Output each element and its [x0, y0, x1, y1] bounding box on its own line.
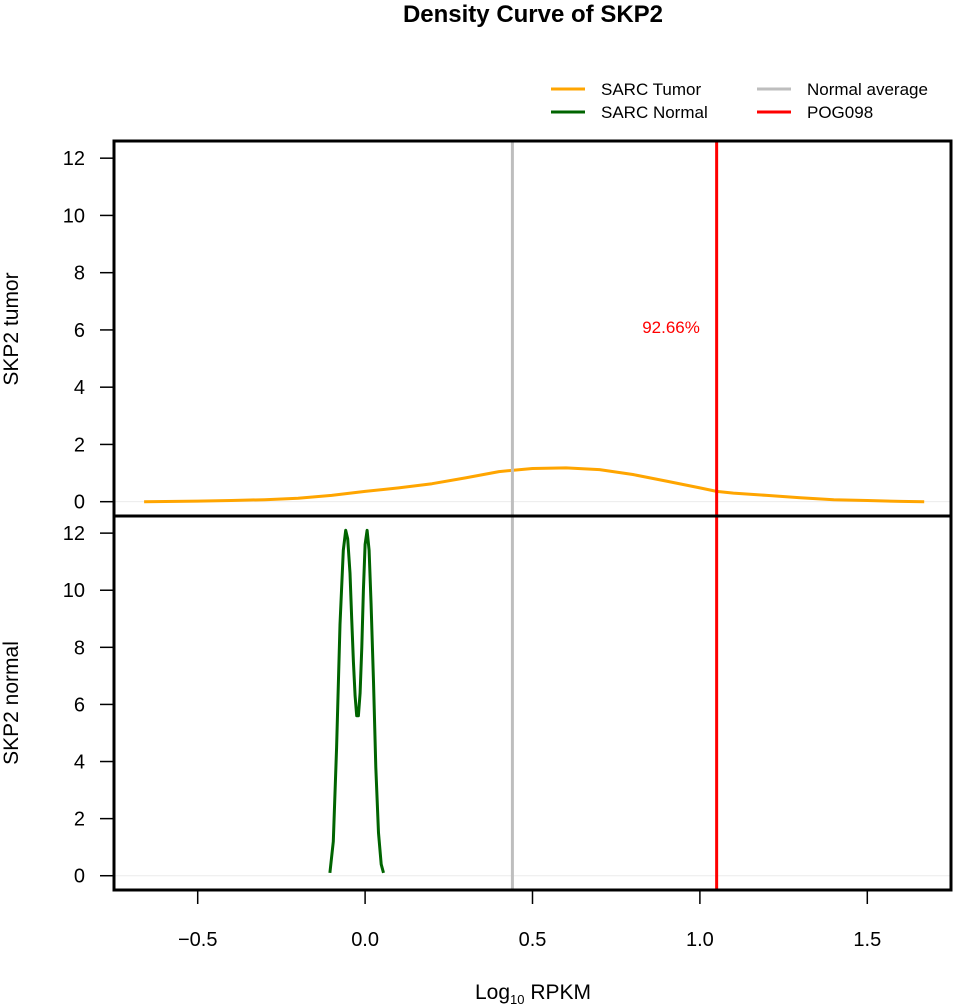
legend-label-sarc-tumor: SARC Tumor [601, 80, 701, 99]
y-tick-label-tumor: 10 [63, 205, 85, 227]
x-tick-label: 0.0 [351, 929, 379, 951]
y-tick-label-tumor: 0 [74, 492, 85, 514]
panel-frame-tumor [112, 139, 953, 518]
x-tick-label: −0.5 [178, 929, 217, 951]
y-tick-label-tumor: 6 [74, 320, 85, 342]
y-tick-label-normal: 12 [63, 523, 85, 545]
y-tick-label-tumor: 2 [74, 434, 85, 456]
y-tick-label-tumor: 12 [63, 148, 85, 170]
density-curve-tumor [144, 466, 925, 504]
legend: SARC Tumor SARC Normal Normal average PO… [551, 80, 928, 122]
y-tick-label-tumor: 4 [74, 377, 85, 399]
density-curve-normal [328, 528, 385, 874]
y-tick-label-normal: 0 [74, 866, 85, 888]
x-tick-label: 1.5 [853, 929, 881, 951]
x-tick-label: 0.5 [519, 929, 547, 951]
y-axis-label-tumor: SKP2 tumor [0, 272, 23, 385]
legend-label-sarc-normal: SARC Normal [601, 103, 708, 122]
percentile-annotation: 92.66% [642, 318, 700, 337]
legend-label-pog098: POG098 [807, 103, 873, 122]
y-axis-label-normal: SKP2 normal [0, 641, 23, 765]
x-tick-label: 1.0 [686, 929, 714, 951]
panel-frame-normal [112, 514, 953, 892]
chart-title: Density Curve of SKP2 [403, 1, 663, 28]
y-tick-label-normal: 6 [74, 694, 85, 716]
panel-normal: 0 2 4 6 8 10 12 [63, 523, 951, 888]
panel-tumor: 0 2 4 6 8 10 12 [63, 148, 951, 514]
x-axis-label: Log10 RPKM [475, 981, 591, 1006]
y-tick-label-tumor: 8 [74, 263, 85, 285]
legend-label-normal-average: Normal average [807, 80, 928, 99]
y-tick-label-normal: 2 [74, 809, 85, 831]
y-tick-label-normal: 10 [63, 580, 85, 602]
y-tick-label-normal: 8 [74, 637, 85, 659]
y-tick-label-normal: 4 [74, 752, 85, 774]
